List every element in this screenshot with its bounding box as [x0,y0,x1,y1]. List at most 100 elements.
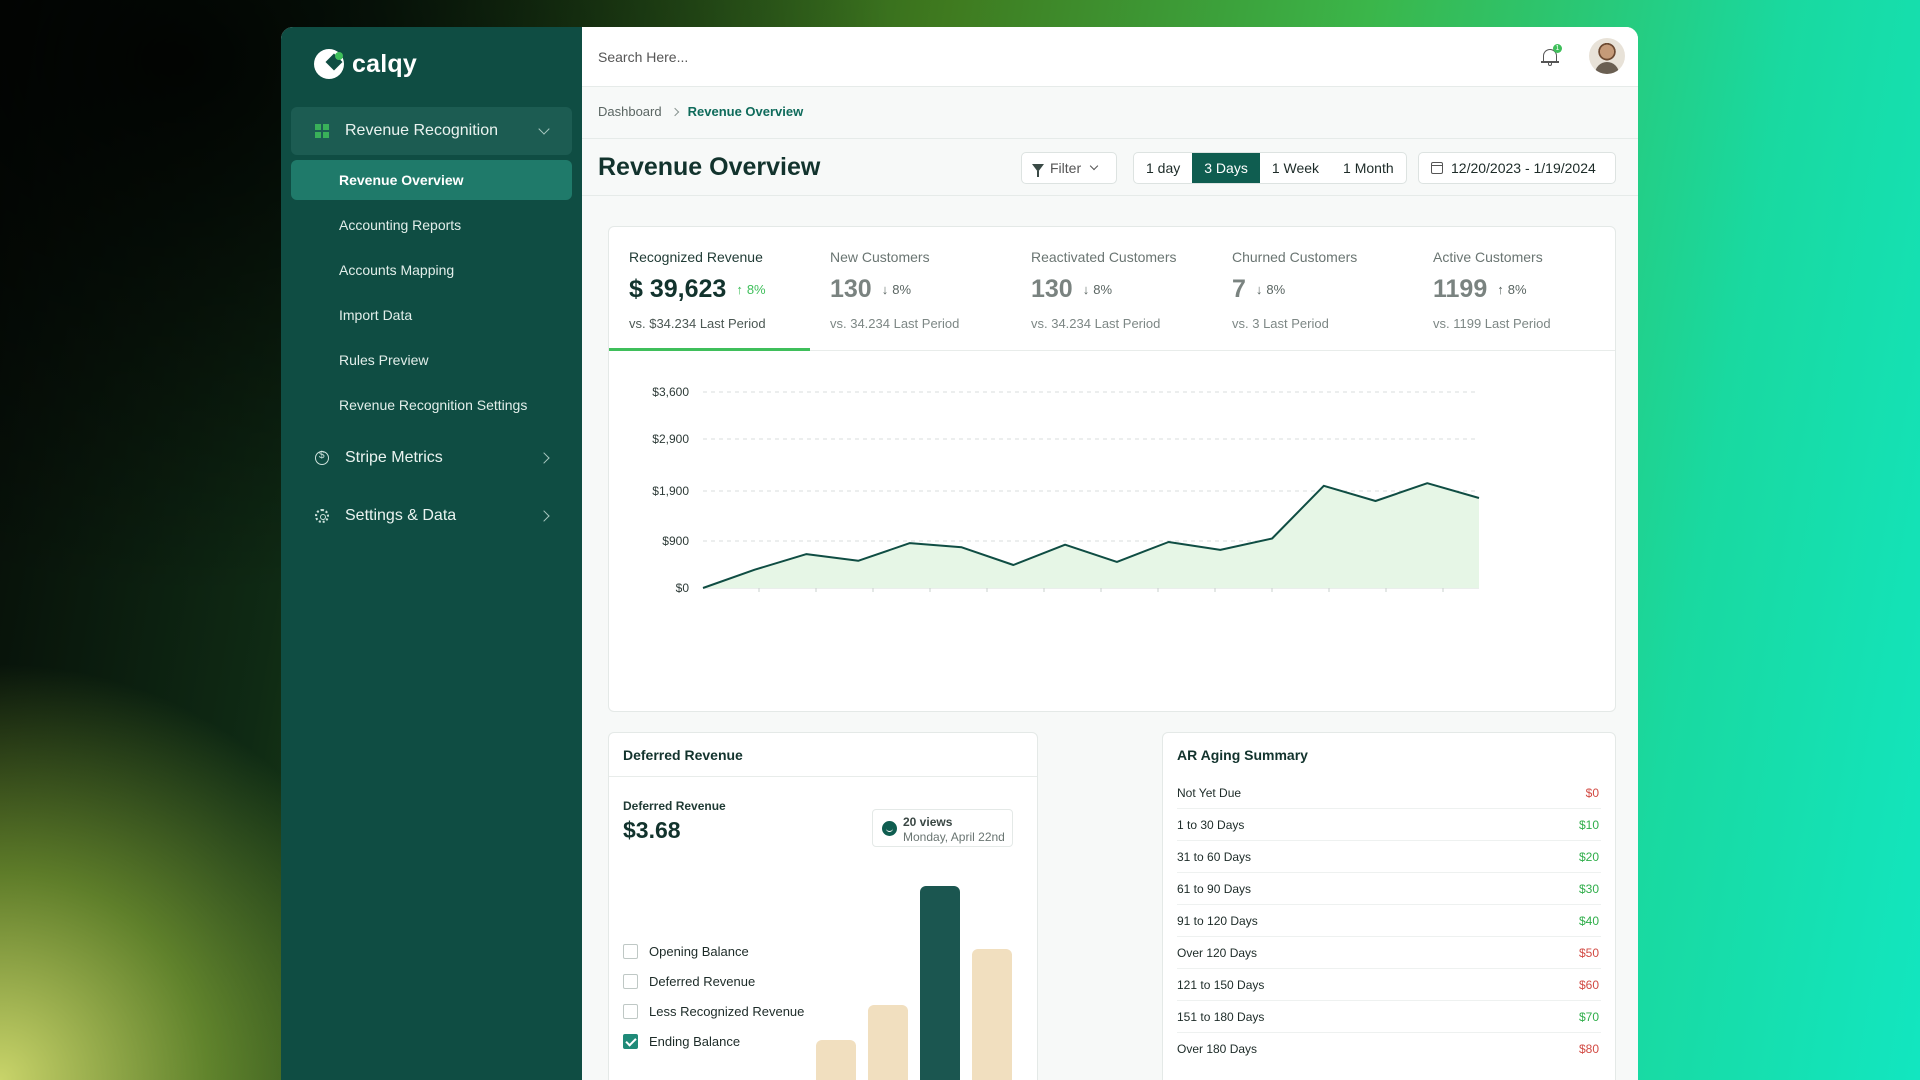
filter-label: Filter [1050,160,1082,176]
sidebar-item-revenue-recognition-settings[interactable]: Revenue Recognition Settings [291,385,572,425]
sidebar-item-rules-preview[interactable]: Rules Preview [291,340,572,380]
nav-label: Stripe Metrics [345,449,443,466]
legend-label: Ending Balance [649,1033,741,1049]
range-3-days[interactable]: 3 Days [1192,153,1260,183]
ar-aging-label: 151 to 180 Days [1177,1009,1265,1024]
ar-aging-label: 91 to 120 Days [1177,913,1258,928]
ar-aging-label: Not Yet Due [1177,785,1242,800]
sidebar-item-accounts-mapping[interactable]: Accounts Mapping [291,250,572,290]
app-window: calqy Revenue Recognition Revenue Overvi… [281,27,1638,1080]
sidebar-item-label: Revenue Overview [339,172,464,188]
divider [582,138,1638,139]
revenue-line [702,482,1480,589]
ar-aging-value: $10 [1578,817,1599,832]
breadcrumb-current: Revenue Overview [687,104,804,119]
deferred-bar[interactable] [972,949,1012,1080]
views-count: 20 views [903,815,953,829]
nav-revenue-recognition[interactable]: Revenue Recognition [291,107,572,155]
kpi-comparison: vs. $34.234 Last Period [629,316,766,331]
breadcrumb-dashboard[interactable]: Dashboard [598,104,662,119]
sidebar-item-label: Revenue Recognition Settings [339,397,528,413]
sidebar-item-label: Accounting Reports [339,217,462,233]
legend-ending-balance[interactable]: Ending Balance [623,1026,804,1056]
kpi-new-customers[interactable]: New Customers 130 ↓ 8% vs. 34.234 Last Pe… [810,227,1011,350]
kpi-label: Reactivated Customers [1031,249,1177,265]
dollar-coin-icon [315,450,329,465]
date-range-text: 12/20/2023 - 1/19/2024 [1451,160,1596,176]
brand-logo[interactable]: calqy [314,49,417,79]
breadcrumb: Dashboard Revenue Overview [598,104,803,119]
sidebar-item-import-data[interactable]: Import Data [291,295,572,335]
nav-group-revenue-recognition: Revenue Recognition Revenue Overview Acc… [291,107,572,425]
smile-icon [882,821,897,836]
legend-opening-balance[interactable]: Opening Balance [623,936,804,966]
ar-aging-row: 151 to 180 Days $70 [1177,1001,1601,1033]
sidebar-item-accounting-reports[interactable]: Accounting Reports [291,205,572,245]
kpi-reactivated-customers[interactable]: Reactivated Customers 130 ↓ 8% vs. 34.234… [1011,227,1212,350]
kpi-change-value: 8% [1093,282,1113,297]
ar-aging-label: 1 to 30 Days [1177,817,1245,832]
chevron-down-icon [1089,161,1099,171]
ar-aging-card: AR Aging Summary Not Yet Due $0 1 to 30 Da… [1162,732,1616,1080]
sidebar-item-label: Rules Preview [339,352,429,368]
user-avatar[interactable] [1589,38,1625,74]
ar-aging-value: $70 [1578,1009,1599,1024]
nav-stripe-metrics[interactable]: Stripe Metrics [291,434,572,482]
chevron-right-icon [538,452,550,464]
date-range-picker[interactable]: 12/20/2023 - 1/19/2024 [1418,152,1616,184]
arrow-up-icon: ↑ [1497,282,1504,297]
kpi-recognized-revenue[interactable]: Recognized Revenue $ 39,623 ↑ 8% vs. $34.… [609,227,810,351]
ar-aging-label: Over 180 Days [1177,1042,1258,1056]
sidebar-item-revenue-overview[interactable]: Revenue Overview [291,160,572,200]
filter-button[interactable]: Filter [1021,152,1117,184]
sidebar-item-label: Accounts Mapping [339,262,455,278]
nav-group-settings-data: Settings & Data [291,492,572,540]
kpi-change-value: 8% [892,282,912,297]
kpi-active-customers[interactable]: Active Customers 1199 ↑ 8% vs. 1199 Last … [1413,227,1614,350]
kpi-comparison: vs. 34.234 Last Period [1031,316,1161,331]
deferred-bar[interactable] [816,1040,856,1080]
calendar-icon [1431,162,1443,174]
checkbox[interactable] [623,1003,638,1019]
kpi-change-value: 8% [746,282,766,297]
ar-aging-label: Over 120 Days [1177,945,1258,960]
legend-deferred-revenue[interactable]: Deferred Revenue [623,966,804,996]
ar-aging-value: $50 [1578,945,1599,960]
bell-icon [1543,49,1557,62]
revenue-chart-svg: $0 $900 $1,900 $2,900 $3,600 [652,385,1480,595]
deferred-revenue-card: Deferred Revenue Deferred Revenue $3.68 … [608,732,1038,1080]
brand-name: calqy [352,49,417,78]
sidebar-item-label: Import Data [339,307,413,323]
ar-aging-row: 121 to 150 Days $60 [1177,969,1601,1001]
range-1-month[interactable]: 1 Month [1343,160,1394,176]
legend-label: Opening Balance [649,943,749,959]
deferred-legend: Opening Balance Deferred Revenue Less Re… [623,936,804,1056]
nav-label: Revenue Recognition [345,122,498,139]
kpi-change-value: 8% [1266,282,1286,297]
search-input[interactable] [598,48,998,65]
nav-settings-data[interactable]: Settings & Data [291,492,572,540]
checkbox[interactable] [623,973,638,989]
deferred-bar[interactable] [868,1005,908,1080]
checkbox-checked[interactable] [623,1033,638,1049]
revenue-chart: $0 $900 $1,900 $2,900 $3,600 [609,352,1615,710]
deferred-bar[interactable] [920,886,960,1080]
ar-aging-row: Over 120 Days $50 [1177,937,1601,969]
kpi-change: ↑ 8% [1497,282,1526,297]
checkbox[interactable] [623,943,638,959]
kpi-label: New Customers [830,249,930,265]
legend-less-recognized-revenue[interactable]: Less Recognized Revenue [623,996,804,1026]
sidebar: calqy Revenue Recognition Revenue Overvi… [281,27,582,1080]
ar-aging-value: $0 [1585,785,1599,800]
range-1-day[interactable]: 1 day [1146,160,1181,176]
divider [582,195,1638,196]
notifications-button[interactable]: 1 [1540,44,1562,67]
kpi-label: Active Customers [1433,249,1543,265]
range-1-week[interactable]: 1 Week [1271,160,1320,176]
chevron-right-icon [670,107,679,116]
kpi-change-value: 8% [1507,282,1527,297]
kpi-churned-customers[interactable]: Churned Customers 7 ↓ 8% vs. 3 Last Perio… [1212,227,1413,350]
kpi-value: 7 [1232,275,1246,303]
bell-icon-base [1541,61,1559,63]
logo-icon [314,49,344,79]
